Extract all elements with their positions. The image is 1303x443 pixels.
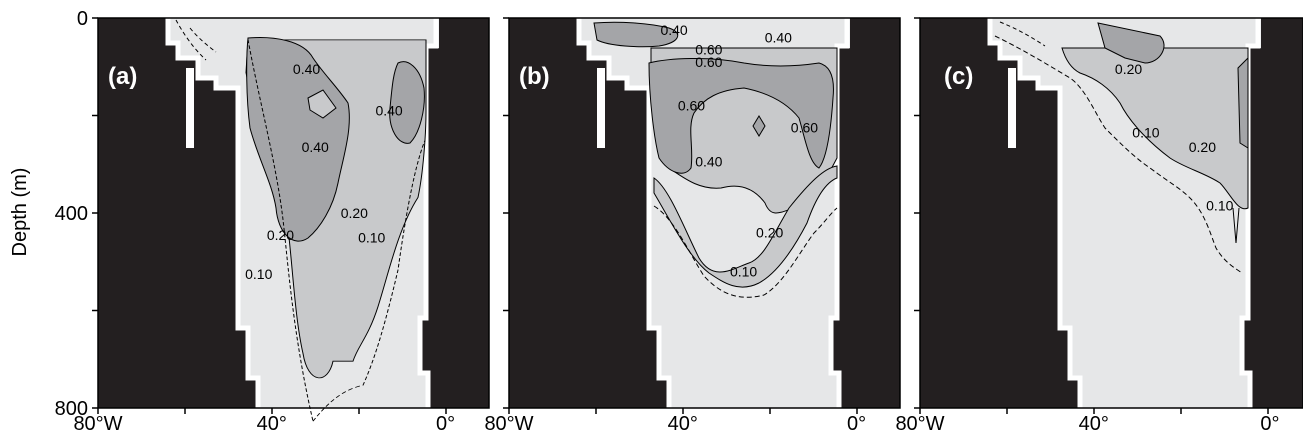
x-tick-label-c-1: 40°	[1079, 413, 1109, 435]
x-tick-label-b-2: 0°	[847, 413, 866, 435]
y-tick-label-a-1: 400	[55, 203, 88, 225]
contour-a-010	[247, 39, 426, 422]
contour-label-a-2: 0.40	[375, 103, 402, 119]
contour-label-b-2: 0.60	[695, 42, 722, 58]
panel-c: (c) 0.20 0.10 0.20 0.10	[914, 17, 1303, 414]
x-tick-label-b-0: 80°W	[484, 413, 533, 435]
x-tick-label-b-1: 40°	[668, 413, 698, 435]
y-ticks-b	[503, 17, 509, 409]
contour-label-a-6: 0.10	[245, 266, 272, 282]
contour-label-b-1: 0.40	[765, 29, 792, 45]
panel-label-c: (c)	[944, 63, 973, 90]
contour-label-b-7: 0.20	[756, 224, 783, 240]
land-mask-a	[98, 18, 258, 408]
contour-label-b-0: 0.40	[660, 22, 687, 38]
land-mask-c-east	[1242, 18, 1303, 408]
y-ticks-a	[92, 17, 98, 409]
contour-label-c-1: 0.10	[1132, 124, 1159, 140]
y-tick-label-a-0: 0	[77, 8, 88, 30]
x-tick-label-a-2: 0°	[436, 413, 455, 435]
coast-c-west	[987, 18, 1083, 408]
contour-b-010	[653, 205, 838, 298]
x-tick-label-c-2: 0°	[1260, 413, 1279, 435]
contour-c-010	[994, 35, 1243, 274]
shade-region-b-060	[648, 58, 834, 174]
coast-b-west	[576, 18, 672, 408]
shade-region-a-hole	[307, 89, 337, 119]
panel-label-b: (b)	[519, 63, 550, 90]
contour-label-a-5: 0.10	[358, 229, 385, 245]
panel-a: (a) 0.40 0.40 0.40 0.20 0.20 0.10 0.10	[92, 17, 490, 422]
contour-label-c-0: 0.20	[1115, 61, 1142, 77]
shade-region-a-040-east	[389, 61, 425, 144]
land-mask-b	[509, 18, 669, 408]
shade-region-a-040	[246, 37, 350, 242]
shade-region-b-060-top	[593, 21, 679, 48]
coast-b-east	[828, 18, 850, 408]
x-ticks-a	[97, 408, 447, 414]
panel-b: (b) 0.40 0.400.600.600.600.600.400.200.10	[503, 17, 901, 414]
contour-label-b-3: 0.60	[695, 54, 722, 70]
x-tick-label-a-0: 80°W	[73, 413, 122, 435]
contour-labels-b: 0.40 0.400.600.600.600.600.400.200.10	[660, 22, 818, 279]
contour-label-b-4: 0.60	[678, 98, 705, 114]
shade-region-b-020	[653, 165, 838, 288]
shade-region-c-high-east	[1237, 56, 1249, 149]
y-axis-title: Depth (m)	[9, 168, 31, 257]
y-ticks-c	[914, 17, 920, 409]
island-b	[597, 68, 605, 148]
contour-label-a-3: 0.20	[267, 227, 294, 243]
coast-c-east	[1239, 18, 1261, 408]
shade-region-c-020	[1061, 47, 1249, 210]
coast-a-east	[417, 18, 439, 408]
contour-label-a-4: 0.20	[341, 205, 368, 221]
island-c	[1008, 68, 1016, 148]
diamond-b	[752, 115, 766, 137]
land-mask-a-east	[420, 18, 489, 408]
panel-label-a: (a)	[108, 63, 137, 90]
x-ticks-c	[919, 408, 1269, 414]
contour-labels-c: 0.20 0.10 0.20 0.10	[1115, 61, 1234, 214]
contour-label-c-2: 0.20	[1189, 139, 1216, 155]
contour-label-b-8: 0.10	[730, 263, 757, 279]
coast-a-west	[165, 18, 261, 408]
shade-region-c-high	[1097, 22, 1165, 64]
contour-label-a-0: 0.40	[293, 61, 320, 77]
island-a	[186, 68, 194, 148]
contour-label-c-3: 0.10	[1206, 198, 1233, 214]
contour-c-010-top	[999, 21, 1046, 47]
contour-c-spike	[1232, 207, 1240, 244]
contour-label-b-5: 0.60	[791, 120, 818, 136]
y-tick-label-a-2: 800	[55, 398, 88, 420]
x-ticks-b	[508, 408, 858, 414]
contour-label-b-6: 0.40	[695, 154, 722, 170]
x-tick-label-c-0: 80°W	[895, 413, 944, 435]
contour-labels-a: 0.40 0.40 0.40 0.20 0.20 0.10 0.10	[245, 61, 403, 282]
land-mask-b-east	[831, 18, 900, 408]
land-mask-c	[920, 18, 1080, 408]
contour-label-a-1: 0.40	[302, 139, 329, 155]
x-tick-label-a-1: 40°	[257, 413, 287, 435]
contour-a-010-topleft	[175, 19, 217, 61]
